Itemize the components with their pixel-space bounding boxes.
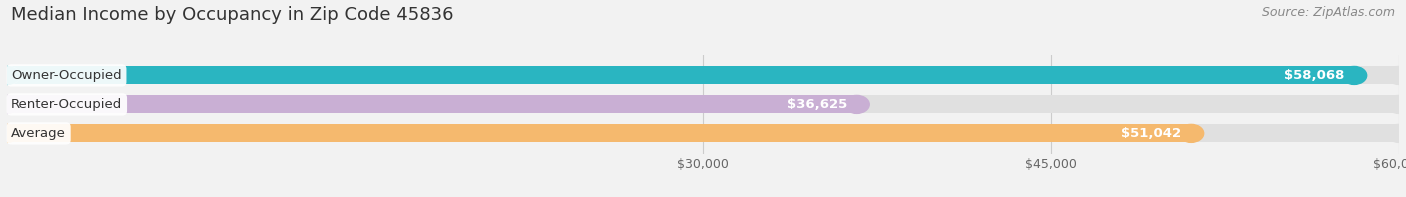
- Text: Median Income by Occupancy in Zip Code 45836: Median Income by Occupancy in Zip Code 4…: [11, 6, 454, 24]
- Text: $51,042: $51,042: [1121, 127, 1181, 140]
- Bar: [7, 95, 1399, 113]
- Text: Owner-Occupied: Owner-Occupied: [11, 69, 122, 82]
- Ellipse shape: [0, 124, 20, 142]
- Ellipse shape: [0, 124, 20, 142]
- Ellipse shape: [0, 66, 20, 85]
- Ellipse shape: [0, 95, 20, 113]
- Ellipse shape: [844, 95, 869, 113]
- Bar: [7, 95, 856, 113]
- Text: Renter-Occupied: Renter-Occupied: [11, 98, 122, 111]
- Text: Average: Average: [11, 127, 66, 140]
- Text: $36,625: $36,625: [787, 98, 846, 111]
- Ellipse shape: [1386, 66, 1406, 85]
- Ellipse shape: [0, 66, 20, 85]
- Bar: [7, 66, 1354, 85]
- Ellipse shape: [1178, 124, 1204, 142]
- Ellipse shape: [0, 95, 20, 113]
- Ellipse shape: [1386, 124, 1406, 142]
- Bar: [7, 124, 1191, 142]
- Text: $58,068: $58,068: [1284, 69, 1344, 82]
- Bar: [7, 66, 1399, 85]
- Ellipse shape: [1386, 95, 1406, 113]
- Text: Source: ZipAtlas.com: Source: ZipAtlas.com: [1261, 6, 1395, 19]
- Ellipse shape: [1341, 66, 1367, 85]
- Bar: [7, 124, 1399, 142]
